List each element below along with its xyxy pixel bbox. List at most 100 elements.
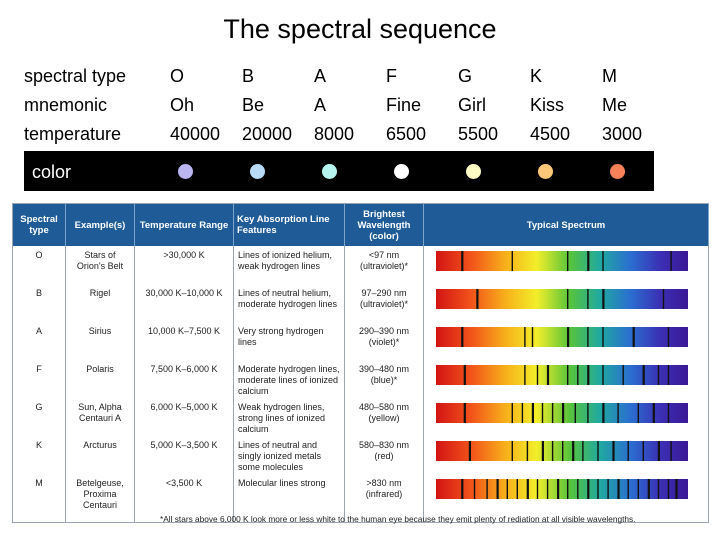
cell: 8000 [314,124,355,144]
spectrum-band [436,289,688,309]
absorption-line [531,327,534,347]
cell-wavelength: 390–480 nm (blue)* [344,360,424,398]
cell: 6500 [386,124,427,144]
absorption-line [463,403,466,423]
color-dot-f [394,164,409,179]
cell: 5500 [458,124,499,144]
cell-type: A [12,322,66,360]
absorption-line [476,289,479,309]
absorption-line [511,441,513,461]
color-dot-g [466,164,481,179]
row-label: spectral type [24,66,127,86]
cell: Girl [458,95,486,115]
cell-example: Arcturus [65,436,135,474]
header-spectral-type: Spectral type [12,203,66,246]
absorption-line [557,479,560,499]
absorption-line [516,479,518,499]
spectrum-image [436,479,688,499]
absorption-line [574,403,576,423]
table-row: K Arcturus 5,000 K–3,500 K Lines of neut… [12,436,709,474]
absorption-line [546,479,549,499]
cell: Be [242,95,265,115]
absorption-line [670,251,672,271]
cell-features: Weak hydrogen lines, strong lines of ion… [233,398,345,436]
header-absorption-features: Key Absorption Line Features [233,203,345,246]
absorption-line [602,365,604,385]
cell-features: Lines of neutral helium, moderate hydrog… [233,284,345,322]
cell: 3000 [602,124,643,144]
cell-type: O [12,246,66,284]
cell-temp: <3,500 K [134,474,234,523]
absorption-line [541,441,544,461]
absorption-line [647,479,650,499]
absorption-line [524,327,526,347]
spectrum-image [436,441,688,461]
absorption-line [602,251,604,271]
spectral-table: Spectral type Example(s) Temperature Ran… [12,203,709,523]
cell-wavelength: <97 nm (ultraviolet)* [344,246,424,284]
color-row: color [24,151,654,191]
table-row: F Polaris 7,500 K–6,000 K Moderate hydro… [12,360,709,398]
cell-features: Lines of ionized helium, weak hydrogen l… [233,246,345,284]
cell-temp: 5,000 K–3,500 K [134,436,234,474]
spectrum-image [436,403,688,423]
cell-example: Polaris [65,360,135,398]
absorption-line [582,441,584,461]
table-row: B Rigel 30,000 K–10,000 K Lines of neutr… [12,284,709,322]
absorption-line [531,403,534,423]
cell: Oh [170,95,195,115]
absorption-line [667,327,670,347]
absorption-line [587,479,590,499]
table-row: G Sun, Alpha Centauri A 6,000 K–5,000 K … [12,398,709,436]
absorption-line [511,403,513,423]
absorption-line [577,479,579,499]
absorption-line [567,479,569,499]
absorption-line [667,365,670,385]
absorption-line [562,403,565,423]
cell-temp: 30,000 K–10,000 K [134,284,234,322]
absorption-line [642,441,644,461]
absorption-line [461,251,464,271]
header-examples: Example(s) [65,203,135,246]
absorption-line [587,251,590,271]
absorption-line [541,403,544,423]
absorption-line [657,479,660,499]
absorption-line [511,251,513,271]
absorption-line [637,403,639,423]
absorption-line [667,403,670,423]
absorption-line [627,479,629,499]
absorption-line [602,289,605,309]
absorption-line [622,365,624,385]
cell-wavelength: 290–390 nm (violet)* [344,322,424,360]
cell: M [602,66,617,86]
cell-type: B [12,284,66,322]
page-title: The spectral sequence [223,14,497,44]
absorption-line [546,365,550,385]
absorption-line [662,289,665,309]
absorption-line [657,365,660,385]
cell: 20000 [242,124,293,144]
absorption-line [675,479,678,499]
cell-temp: 7,500 K–6,000 K [134,360,234,398]
cell: Fine [386,95,422,115]
color-dot-o [178,164,193,179]
absorption-line [657,441,660,461]
cell-features: Moderate hydrogen lines, moderate lines … [233,360,345,398]
absorption-line [567,289,569,309]
cell-wavelength: 580–830 nm (red) [344,436,424,474]
table-row: O Stars of Orion's Belt >30,000 K Lines … [12,246,709,284]
cell-type: M [12,474,66,523]
absorption-line [602,403,605,423]
cell-type: F [12,360,66,398]
cell-example: Sirius [65,322,135,360]
cell-example: Betelgeuse, Proxima Centauri [65,474,135,523]
absorption-line [632,327,635,347]
table-row: A Sirius 10,000 K–7,500 K Very strong hy… [12,322,709,360]
table-row: M Betelgeuse, Proxima Centauri <3,500 K … [12,474,709,523]
cell: G [458,66,473,86]
absorption-line [627,441,629,461]
absorption-line [524,365,526,385]
absorption-line [607,479,609,499]
table-header-row: Spectral type Example(s) Temperature Ran… [12,203,709,246]
absorption-line [526,441,529,461]
